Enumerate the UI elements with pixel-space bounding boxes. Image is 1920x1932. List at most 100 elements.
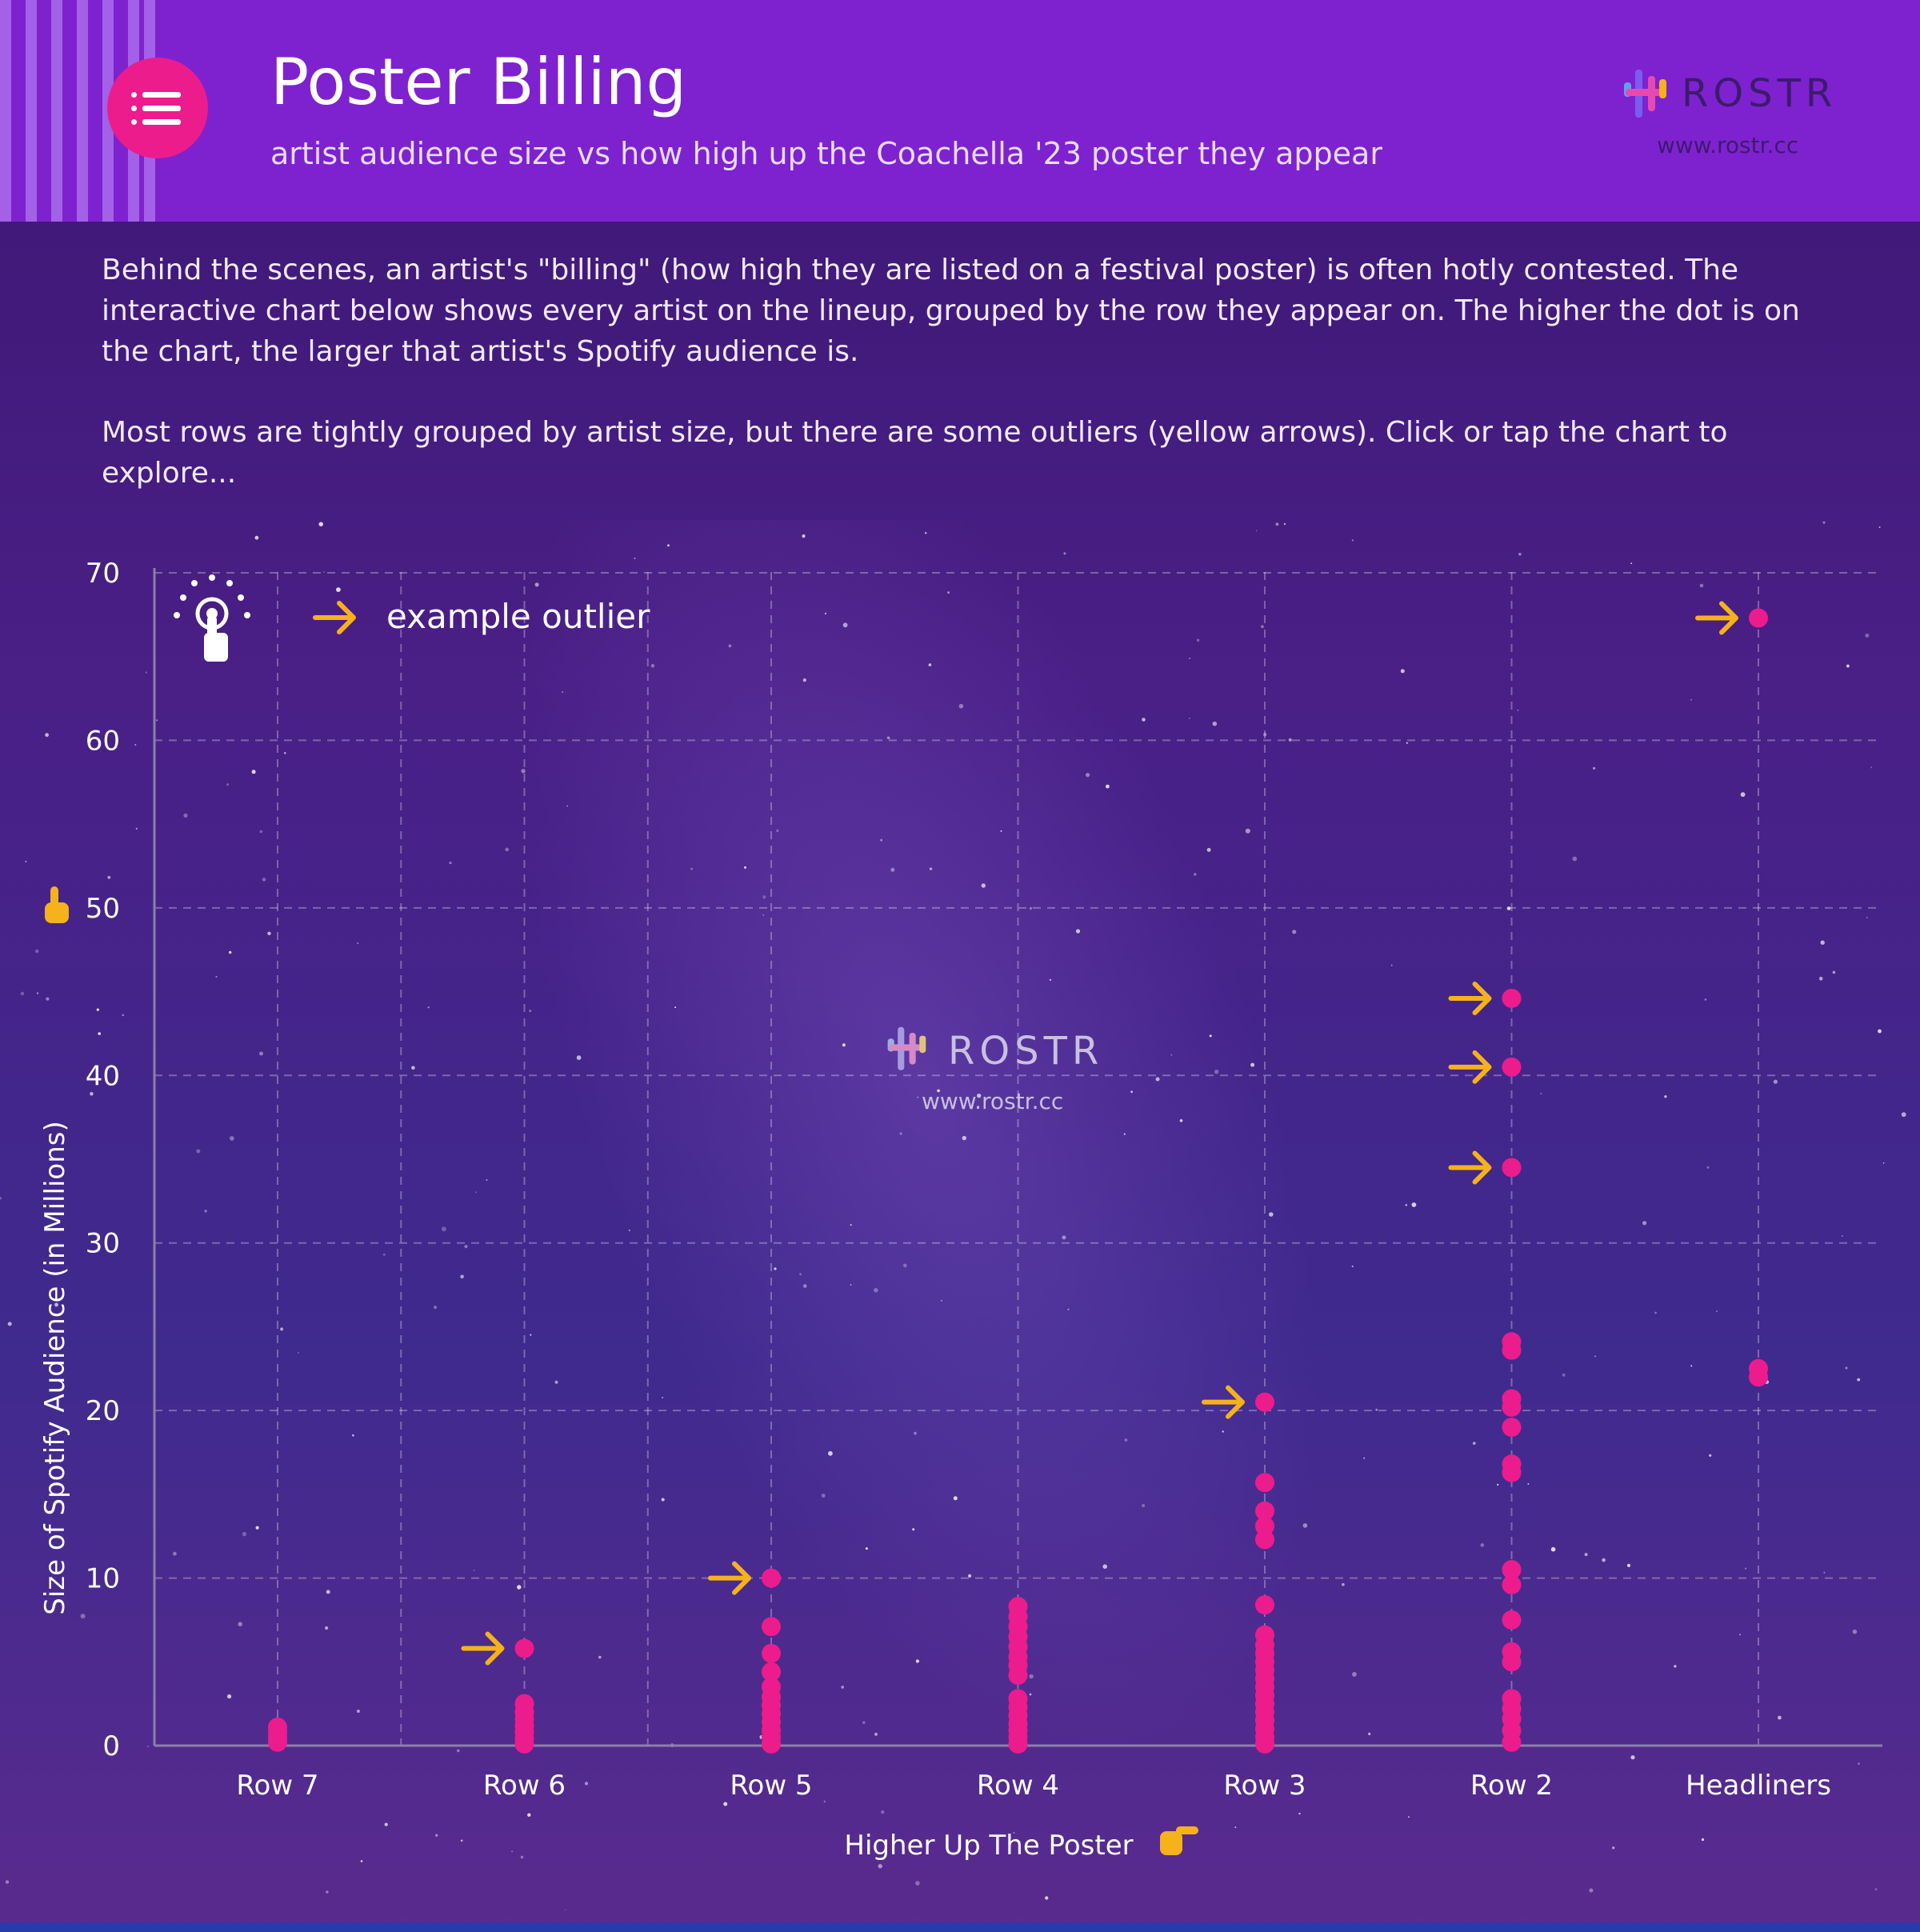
star <box>802 1284 807 1288</box>
star <box>511 1850 513 1852</box>
star <box>1189 658 1190 659</box>
star <box>196 1149 201 1154</box>
star <box>326 1890 329 1894</box>
star <box>322 571 325 574</box>
menu-button[interactable] <box>107 58 208 158</box>
star <box>1405 1204 1408 1206</box>
star <box>147 1746 150 1748</box>
star <box>728 644 732 648</box>
star <box>1196 638 1200 642</box>
star <box>929 867 933 870</box>
star <box>842 1043 846 1047</box>
legend-arrow-icon <box>315 603 354 632</box>
star <box>1572 856 1578 862</box>
star <box>1013 1832 1015 1834</box>
arrow-right-icon <box>1448 981 1492 1015</box>
star <box>1874 1888 1878 1890</box>
star <box>1715 1310 1718 1313</box>
star <box>1262 732 1267 737</box>
star <box>156 719 158 722</box>
data-point <box>1502 1332 1522 1352</box>
star <box>1664 1095 1667 1098</box>
star <box>255 1526 259 1530</box>
star <box>1298 1812 1301 1815</box>
outlier-data-point <box>1749 608 1768 628</box>
star <box>914 1431 917 1435</box>
star <box>776 829 779 833</box>
star <box>661 1498 665 1502</box>
data-points[interactable] <box>268 608 1768 1754</box>
star <box>1704 998 1707 1001</box>
y-tick-label: 40 <box>86 1060 120 1092</box>
data-point <box>762 1677 781 1697</box>
star <box>1593 766 1596 770</box>
star <box>899 1132 902 1135</box>
star <box>937 1089 940 1093</box>
star <box>1822 521 1826 524</box>
star <box>134 744 137 746</box>
header-bar: Poster Billing artist audience size vs h… <box>0 0 1920 222</box>
star <box>280 1327 284 1331</box>
star <box>1245 828 1250 834</box>
y-tick-label: 30 <box>86 1228 120 1260</box>
star <box>1841 1235 1843 1237</box>
y-tick-label: 20 <box>86 1395 120 1427</box>
header-stripe <box>0 0 11 222</box>
x-tick-label: Row 4 <box>977 1770 1059 1802</box>
star <box>802 678 806 682</box>
star <box>251 770 256 774</box>
star <box>886 736 890 740</box>
star <box>947 591 950 594</box>
star <box>723 1802 728 1806</box>
star <box>122 1014 125 1017</box>
star <box>1540 1093 1542 1094</box>
star <box>1630 1755 1635 1760</box>
star <box>762 914 764 916</box>
star <box>1845 1366 1848 1370</box>
star <box>1194 873 1197 876</box>
star <box>1029 906 1032 910</box>
star <box>1865 633 1870 638</box>
rostr-logo-icon <box>887 1026 926 1070</box>
data-point <box>1008 1689 1028 1709</box>
star <box>357 942 359 944</box>
star <box>821 1494 826 1498</box>
header-logo[interactable]: ROSTR www.rostr.cc <box>1621 68 1861 164</box>
star <box>1589 1888 1594 1893</box>
data-point <box>1255 1595 1274 1615</box>
data-point <box>1502 1454 1522 1474</box>
star <box>1612 1846 1615 1850</box>
star <box>1130 1090 1133 1094</box>
star <box>1292 930 1297 934</box>
star <box>183 813 188 818</box>
star <box>1288 738 1292 742</box>
star <box>628 1230 630 1231</box>
star <box>1123 1133 1126 1135</box>
tap-icon <box>174 574 250 662</box>
star <box>464 1245 468 1249</box>
star <box>204 1210 207 1213</box>
star <box>259 830 263 834</box>
star <box>318 522 323 526</box>
star <box>1209 1034 1212 1038</box>
star <box>634 558 636 559</box>
star <box>1709 1454 1712 1457</box>
star <box>227 1694 232 1699</box>
star <box>690 867 693 870</box>
star <box>325 1626 329 1630</box>
star <box>1000 830 1002 832</box>
star <box>903 1263 907 1268</box>
star <box>352 1434 354 1437</box>
star <box>940 1299 943 1302</box>
y-tick-label: 60 <box>86 725 120 757</box>
star <box>36 992 39 994</box>
header-stripe <box>26 0 37 222</box>
star <box>1823 1571 1826 1574</box>
star <box>1832 970 1836 974</box>
data-point <box>1502 1610 1522 1630</box>
star <box>107 875 111 879</box>
data-point <box>1255 1530 1274 1550</box>
intro-paragraph: Most rows are tightly grouped by artist … <box>102 416 1728 490</box>
star <box>1342 1582 1345 1586</box>
